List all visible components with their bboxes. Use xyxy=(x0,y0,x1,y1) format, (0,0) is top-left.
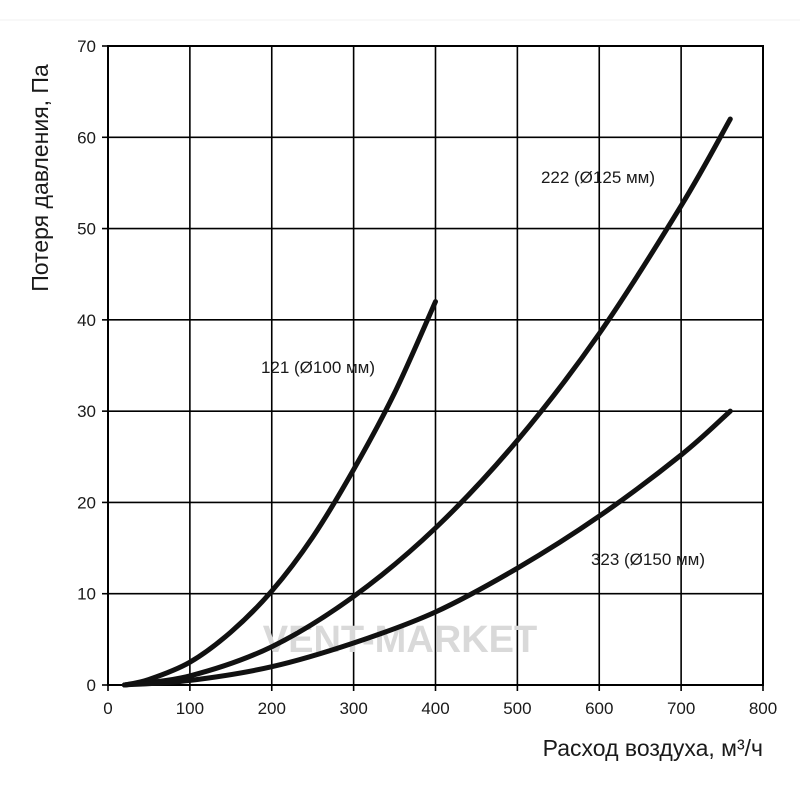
x-tick-label: 700 xyxy=(667,699,695,718)
y-axis-ticks: 0 10 20 30 40 50 60 70 xyxy=(77,37,108,695)
y-tick-label: 20 xyxy=(77,493,96,512)
series-label: 222 (Ø125 мм) xyxy=(541,168,655,187)
x-axis-ticks: 0 100 200 300 400 500 600 700 800 xyxy=(103,685,777,718)
y-tick-label: 30 xyxy=(77,402,96,421)
x-tick-label: 500 xyxy=(503,699,531,718)
grid xyxy=(108,46,763,685)
series-curves xyxy=(121,116,733,688)
y-tick-label: 70 xyxy=(77,37,96,56)
series-label: 121 (Ø100 мм) xyxy=(261,358,375,377)
x-tick-label: 600 xyxy=(585,699,613,718)
x-tick-label: 800 xyxy=(749,699,777,718)
y-axis-label: Потеря давления, Па xyxy=(27,64,53,292)
x-tick-label: 200 xyxy=(258,699,286,718)
x-axis-label: Расход воздуха, м³/ч xyxy=(543,735,763,761)
x-tick-label: 0 xyxy=(103,699,112,718)
y-tick-label: 40 xyxy=(77,311,96,330)
y-tick-label: 50 xyxy=(77,220,96,239)
series-label: 323 (Ø150 мм) xyxy=(591,550,705,569)
curve-222 xyxy=(121,116,733,688)
y-tick-label: 10 xyxy=(77,585,96,604)
x-tick-label: 100 xyxy=(176,699,204,718)
x-tick-label: 300 xyxy=(339,699,367,718)
x-tick-label: 400 xyxy=(421,699,449,718)
y-tick-label: 60 xyxy=(77,128,96,147)
series-labels: 121 (Ø100 мм) 222 (Ø125 мм) 323 (Ø150 мм) xyxy=(261,168,705,569)
curve-323 xyxy=(121,408,733,688)
y-tick-label: 0 xyxy=(87,676,96,695)
curve-121 xyxy=(121,299,438,688)
